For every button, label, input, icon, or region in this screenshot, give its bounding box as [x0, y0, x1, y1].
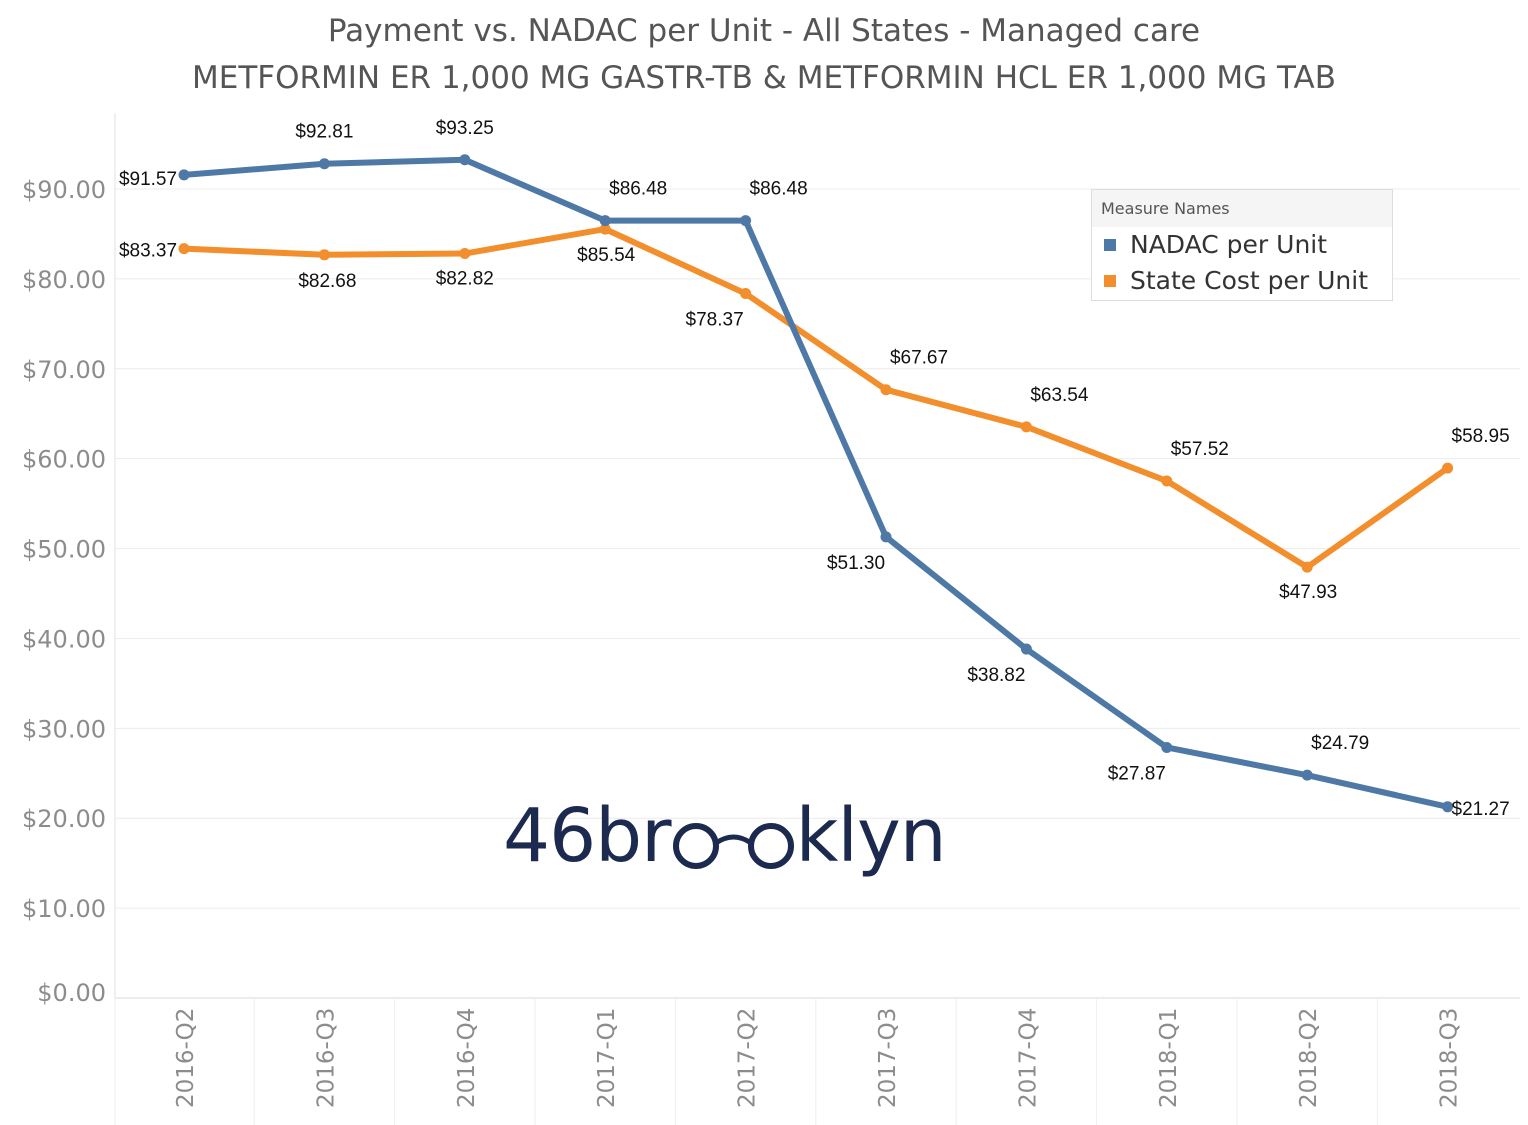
data-label: $86.48: [750, 179, 808, 200]
x-tick-label: 2016-Q4: [454, 1008, 480, 1108]
legend-label-state-cost: State Cost per Unit: [1130, 266, 1369, 295]
x-tick-label: 2016-Q2: [173, 1008, 199, 1108]
glasses-icon: [672, 823, 794, 869]
data-label: $82.82: [436, 269, 494, 290]
data-point: [880, 384, 892, 396]
x-tick-label: 2017-Q3: [875, 1008, 901, 1108]
data-point: [459, 154, 471, 166]
x-tick-label: 2018-Q2: [1296, 1008, 1322, 1108]
y-tick-label: $10.00: [22, 895, 106, 923]
data-label: $21.27: [1452, 799, 1510, 820]
x-tick-label: 2017-Q2: [735, 1008, 761, 1108]
series-lines: [181, 156, 1451, 810]
x-tick-label: 2018-Q3: [1437, 1008, 1463, 1108]
legend-item-nadac[interactable]: NADAC per Unit: [1092, 227, 1392, 263]
data-label: $38.82: [967, 665, 1025, 686]
y-tick-label: $30.00: [22, 715, 106, 743]
data-label: $86.48: [609, 179, 667, 200]
legend: Measure Names NADAC per Unit State Cost …: [1091, 189, 1393, 301]
series-points: [178, 154, 1454, 813]
data-label: $92.81: [295, 122, 353, 143]
data-label: $47.93: [1279, 582, 1337, 603]
data-point: [1161, 741, 1173, 753]
series-line-nadac: [181, 156, 1451, 810]
legend-header: Measure Names: [1092, 190, 1392, 227]
data-point: [459, 248, 471, 260]
data-point: [1442, 462, 1454, 474]
x-tick-label: 2017-Q1: [594, 1008, 620, 1108]
x-tick-label: 2017-Q4: [1015, 1008, 1041, 1108]
logo-text-left: 46br: [503, 793, 672, 879]
data-point: [1301, 769, 1313, 781]
brand-logo: 46br klyn: [503, 783, 947, 879]
legend-swatch-nadac: [1104, 239, 1116, 251]
data-label: $91.57: [119, 169, 177, 190]
data-label: $78.37: [686, 310, 744, 331]
data-point: [1161, 475, 1173, 487]
x-axis-tick-labels: 2016-Q2 2016-Q3 2016-Q4 2017-Q1 2017-Q2 2017-…: [173, 1008, 1463, 1108]
y-tick-label: $80.00: [22, 266, 106, 294]
x-tick-label: 2018-Q1: [1156, 1008, 1182, 1108]
data-point: [599, 223, 611, 235]
data-point: [740, 215, 752, 227]
y-tick-label: $60.00: [22, 446, 106, 474]
data-label: $63.54: [1030, 385, 1089, 406]
logo-text-right: klyn: [795, 793, 947, 879]
data-labels: $91.57 $92.81 $93.25 $86.48 $86.48 $51.30 $38.…: [119, 118, 1510, 820]
legend-label-nadac: NADAC per Unit: [1130, 230, 1328, 259]
y-tick-label: $70.00: [22, 356, 106, 384]
data-label: $58.95: [1452, 426, 1510, 447]
y-tick-label: $40.00: [22, 625, 106, 653]
data-point: [740, 288, 752, 300]
data-point: [1442, 801, 1454, 813]
y-tick-label: $90.00: [22, 176, 106, 204]
data-point: [318, 158, 330, 170]
data-point: [1301, 561, 1313, 573]
data-point: [1020, 421, 1032, 433]
data-point: [599, 215, 611, 227]
data-label: $24.79: [1311, 733, 1369, 754]
y-axis-tick-labels: $0.00 $10.00 $20.00 $30.00 $40.00 $50.00 $60.0…: [22, 176, 106, 1007]
chart-title: Payment vs. NADAC per Unit - All States …: [327, 13, 1201, 49]
data-label: $67.67: [890, 348, 948, 369]
data-label: $83.37: [119, 241, 177, 262]
axis-lines: [114, 113, 1520, 1125]
legend-swatch-state-cost: [1104, 275, 1116, 287]
y-tick-label: $50.00: [22, 536, 106, 564]
chart-subtitle: METFORMIN ER 1,000 MG GASTR-TB & METFORM…: [192, 60, 1336, 96]
data-label: $57.52: [1171, 439, 1229, 460]
data-label: $27.87: [1108, 763, 1166, 784]
data-point: [1020, 643, 1032, 655]
data-point: [178, 169, 190, 181]
data-label: $51.30: [827, 553, 885, 574]
data-point: [178, 243, 190, 255]
data-label: $93.25: [436, 118, 494, 139]
data-label: $85.54: [577, 245, 636, 266]
data-label: $82.68: [298, 271, 356, 292]
x-tick-label: 2016-Q3: [313, 1008, 339, 1108]
data-point: [318, 249, 330, 261]
y-tick-label: $20.00: [22, 805, 106, 833]
legend-item-state-cost[interactable]: State Cost per Unit: [1092, 263, 1392, 299]
series-line-state-cost: [181, 226, 1451, 571]
y-tick-label: $0.00: [37, 979, 106, 1007]
data-point: [880, 531, 892, 543]
